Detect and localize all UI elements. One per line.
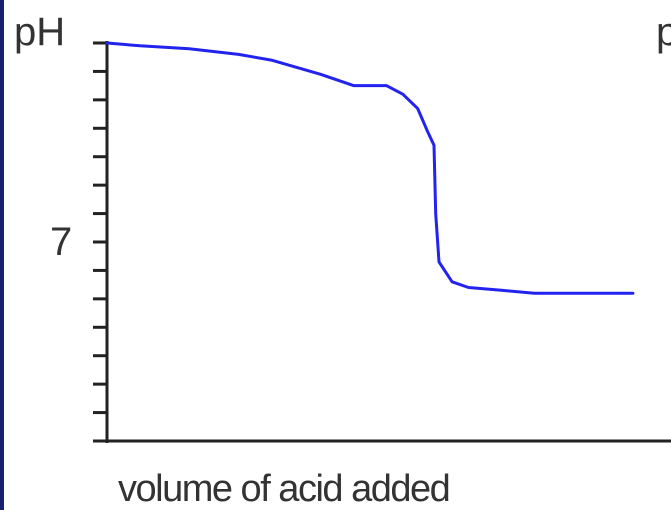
y-axis-ticks bbox=[93, 41, 107, 443]
series-layer bbox=[105, 41, 635, 295]
x-axis-label: volume of acid added bbox=[118, 468, 451, 510]
cropped-neighbor-label: p bbox=[656, 10, 671, 54]
y-tick-label-7: 7 bbox=[50, 220, 73, 264]
y-axis-label: pH bbox=[14, 10, 66, 54]
ph-curve-series-0 bbox=[105, 41, 635, 295]
left-border bbox=[0, 0, 4, 510]
